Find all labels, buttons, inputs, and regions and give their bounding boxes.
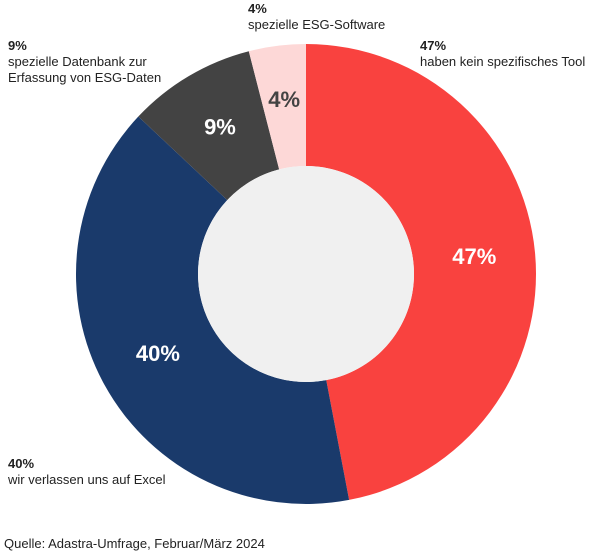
legend-value: 47% [420,38,447,53]
legend-label: 40% wir verlassen uns auf Excel [8,456,208,488]
legend-value: 40% [8,456,35,471]
donut-slice [248,44,306,170]
donut-slice [138,51,280,201]
legend-label: 4% spezielle ESG-Software [248,1,448,33]
legend-label: 9% spezielle Datenbank zur Erfassung von … [8,38,178,86]
donut-hole [198,166,414,382]
legend-text: spezielle Datenbank zur Erfassung von ES… [8,54,162,85]
legend-value: 9% [8,38,27,53]
donut-slice [306,44,536,500]
legend-value: 4% [248,1,267,16]
slice-label: 40% [136,341,180,366]
slice-label: 9% [204,114,236,139]
legend-text: spezielle ESG-Software [248,17,386,32]
legend-text: haben kein spezifisches Tool [420,54,586,69]
legend-label: 47% haben kein spezifisches Tool [420,38,600,70]
source: Quelle: Adastra-Umfrage, Februar/März 20… [4,536,265,551]
slice-label: 4% [268,87,300,112]
legend-text: wir verlassen uns auf Excel [8,472,166,487]
slice-label: 47% [452,244,496,269]
donut-slice [76,116,350,504]
